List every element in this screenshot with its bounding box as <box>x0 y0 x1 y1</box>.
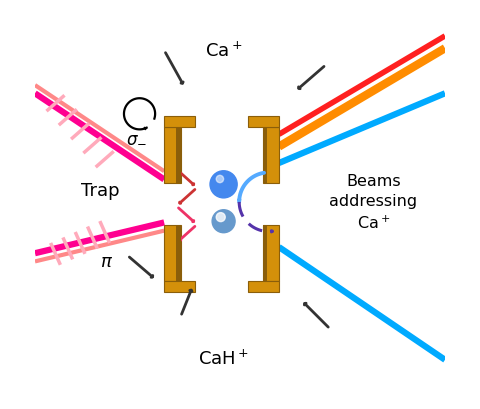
Circle shape <box>214 175 234 195</box>
Circle shape <box>217 179 230 191</box>
Circle shape <box>212 173 235 196</box>
Circle shape <box>219 181 228 189</box>
Circle shape <box>221 182 226 188</box>
Circle shape <box>210 171 237 198</box>
Circle shape <box>216 213 225 222</box>
Bar <box>164 117 195 128</box>
Circle shape <box>219 180 228 190</box>
Bar <box>263 226 267 281</box>
Bar <box>164 281 195 292</box>
Text: Trap: Trap <box>81 181 120 199</box>
Circle shape <box>220 182 227 188</box>
Bar <box>164 226 180 281</box>
Circle shape <box>218 180 229 190</box>
Circle shape <box>214 175 233 194</box>
Text: $\pi$: $\pi$ <box>100 253 113 271</box>
Bar <box>164 128 180 183</box>
Circle shape <box>210 171 237 198</box>
Circle shape <box>211 173 236 197</box>
Text: Beams
addressing
Ca$^+$: Beams addressing Ca$^+$ <box>329 173 417 231</box>
Bar <box>248 281 279 292</box>
Text: CaH$^+$: CaH$^+$ <box>198 348 249 368</box>
Circle shape <box>222 184 225 186</box>
Circle shape <box>215 176 232 193</box>
Bar <box>177 226 180 281</box>
Circle shape <box>216 176 224 183</box>
Bar <box>263 128 267 183</box>
Circle shape <box>211 172 237 198</box>
Circle shape <box>212 210 235 233</box>
Bar <box>263 128 279 183</box>
Text: $\sigma$$_{-}$: $\sigma$$_{-}$ <box>126 128 147 146</box>
Circle shape <box>213 174 234 196</box>
Circle shape <box>217 178 230 191</box>
Circle shape <box>216 177 232 193</box>
Text: Ca$^+$: Ca$^+$ <box>205 41 242 61</box>
Bar <box>177 128 180 183</box>
Bar <box>248 117 279 128</box>
Circle shape <box>222 183 226 187</box>
Bar <box>263 226 279 281</box>
Circle shape <box>216 178 231 192</box>
Circle shape <box>223 184 224 186</box>
